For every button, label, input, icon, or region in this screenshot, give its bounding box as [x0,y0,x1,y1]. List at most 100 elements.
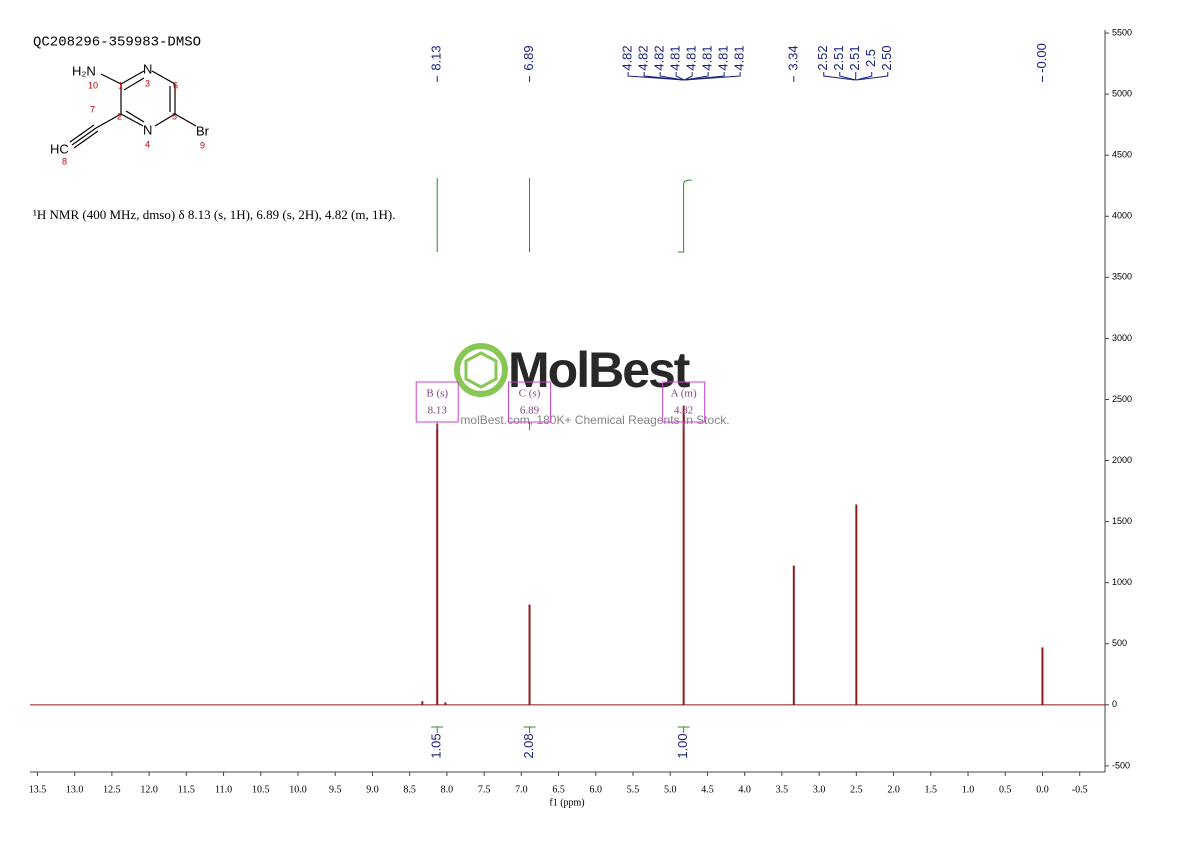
y-tick-label: 5000 [1112,88,1132,98]
peak-connector [839,72,856,81]
peak-label: 3.34 [785,45,800,70]
peak-label: 4.82 [620,45,635,70]
integral-curve [677,179,692,253]
x-tick-label: 3.5 [776,784,789,795]
x-tick-label: 7.5 [478,784,491,795]
atom: Br [196,123,210,138]
multiplet-value: 4.82 [674,405,693,417]
x-tick-label: 6.5 [552,784,565,795]
y-tick-label: 500 [1112,638,1127,648]
peak-label: 8.13 [429,45,444,70]
atom-number: 4 [145,139,150,149]
multiplet-name: A (m) [671,388,697,400]
peak-label: 4.81 [684,45,699,70]
logo-hexagon [464,351,498,389]
x-tick-label: 12.5 [103,784,121,795]
peak-connector [684,72,693,81]
x-tick-label: 5.5 [627,784,640,795]
x-tick-label: 13.5 [29,784,47,795]
y-tick-label: 4500 [1112,150,1132,160]
atom-number: 8 [62,156,67,166]
integral-label: 1.00 [675,733,690,758]
logo-ring [454,343,508,397]
atom-number: 6 [173,80,178,90]
x-tick-label: 0.0 [1036,784,1049,795]
peak-label: -0.00 [1034,43,1049,73]
integral-bracket [523,726,536,733]
integral-bracket [677,726,690,733]
x-tick-label: 10.0 [289,784,307,795]
y-tick-label: 1500 [1112,516,1132,526]
integral-label: 1.05 [429,733,444,758]
peak-connector [684,72,709,81]
x-tick-label: 7.0 [515,784,528,795]
molecule: H₂N N N Br HC 10 1 3 6 7 2 5 4 9 8 [50,61,210,166]
atom: N [143,122,152,137]
x-tick-label: 6.0 [590,784,603,795]
x-tick-label: 0.5 [999,784,1012,795]
x-tick-label: 12.0 [140,784,158,795]
atom-number: 1 [118,80,123,90]
peak-connector [627,72,684,81]
x-tick-label: 8.0 [441,784,454,795]
integral-label: 2.08 [521,733,536,758]
multiplet-name: B (s) [426,388,448,400]
x-axis-label: f1 (ppm) [549,797,584,808]
y-tick-label: 3000 [1112,333,1132,343]
x-tick-label: 9.0 [366,784,379,795]
peak-connector [675,72,685,81]
peak-label: 2.50 [879,45,894,70]
peak-label: 2.51 [831,45,846,70]
atom: H₂N [72,63,96,78]
peak-connector [659,72,684,81]
x-tick-label: 11.5 [178,784,195,795]
y-tick-label: 4000 [1112,211,1132,221]
y-tick-label: 2000 [1112,455,1132,465]
x-tick-label: 5.0 [664,784,677,795]
y-tick-label: 5500 [1112,27,1132,37]
y-tick-label: 3500 [1112,272,1132,282]
peak-label: 2.51 [847,45,862,70]
chart-title: QC208296-359983-DMSO [33,35,201,51]
x-tick-label: 4.5 [701,784,714,795]
atom: N [143,61,152,76]
triple-bond [69,124,99,149]
peak-label: 4.81 [668,45,683,70]
peak-label: 4.82 [636,45,651,70]
y-tick-label: 0 [1112,699,1117,709]
peak-label: 4.81 [732,45,747,70]
peak-connector [643,72,684,81]
x-tick-label: 1.5 [925,784,938,795]
integral-bracket [431,726,444,733]
peak-label: 6.89 [521,45,536,70]
peak-connector [823,72,855,81]
multiplet-value: 6.89 [520,405,540,417]
y-tick-label: -500 [1112,760,1130,770]
x-tick-label: 11.0 [215,784,232,795]
x-tick-label: 2.0 [887,784,900,795]
description: ¹H NMR (400 MHz, dmso) δ 8.13 (s, 1H), 6… [33,207,395,222]
peak-connector [856,72,889,81]
bonds [95,70,197,129]
atom: HC [50,141,69,156]
multiplet-value: 8.13 [428,405,448,417]
x-tick-label: 4.0 [738,784,751,795]
x-tick-label: 1.0 [962,784,975,795]
x-tick-label: 3.0 [813,784,826,795]
peak-label: 2.52 [815,45,830,70]
peak-connector [684,72,741,81]
peak-label: 4.81 [700,45,715,70]
atom-number: 3 [145,78,150,88]
atom-number: 9 [200,140,205,150]
peak-label: 2.5 [863,49,878,67]
peak-label: 4.82 [652,45,667,70]
x-tick-label: 2.5 [850,784,863,795]
x-tick-label: -0.5 [1072,784,1088,795]
x-tick-label: 10.5 [252,784,270,795]
y-tick-label: 2500 [1112,394,1132,404]
watermark-logo: MolBest [508,342,691,398]
y-tick-label: 1000 [1112,577,1132,587]
atom-number: 2 [117,111,122,121]
